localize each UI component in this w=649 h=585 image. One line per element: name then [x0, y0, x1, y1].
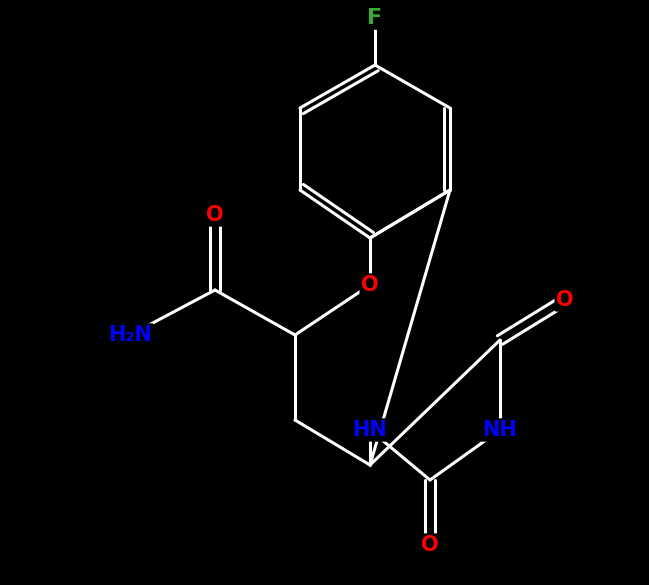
- Text: O: O: [421, 535, 439, 555]
- Text: H₂N: H₂N: [108, 325, 152, 345]
- Text: HN: HN: [352, 420, 387, 440]
- Text: O: O: [206, 205, 224, 225]
- Text: O: O: [361, 275, 379, 295]
- Text: NH: NH: [483, 420, 517, 440]
- Text: F: F: [367, 8, 382, 28]
- Text: O: O: [556, 290, 574, 310]
